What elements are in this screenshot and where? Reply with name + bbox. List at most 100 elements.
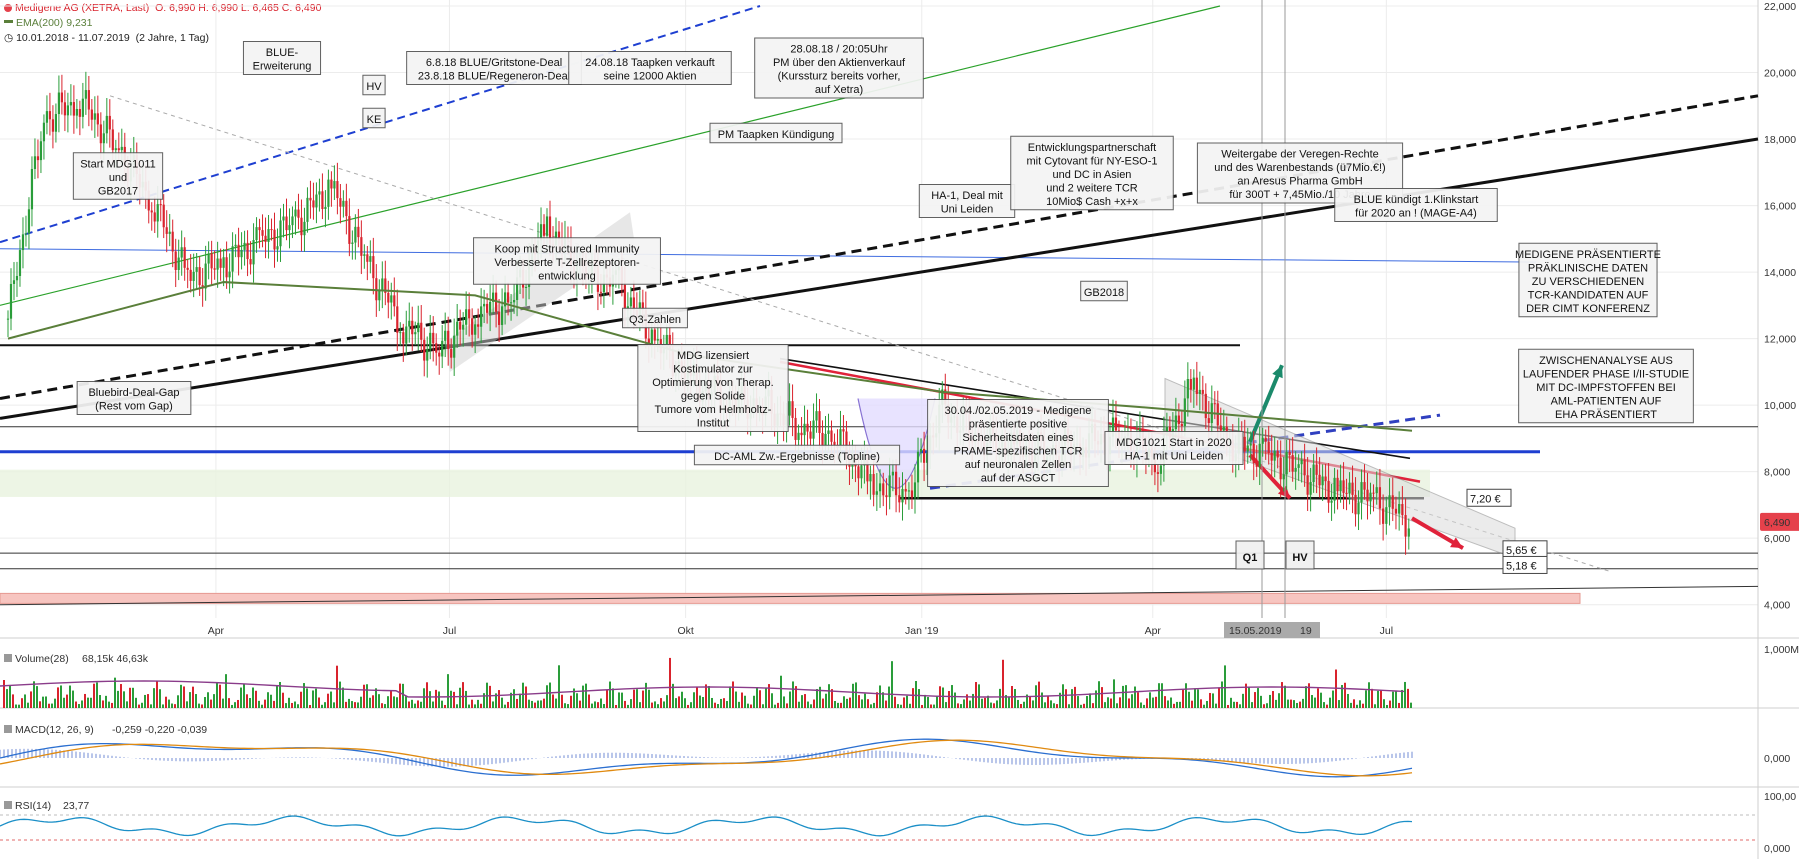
volume-bar: [150, 704, 152, 708]
price-candle: [72, 102, 75, 116]
volume-bar: [198, 703, 200, 708]
volume-bar: [1044, 702, 1046, 708]
volume-bar: [282, 692, 284, 708]
volume-bar: [531, 700, 533, 708]
volume-bar: [93, 683, 95, 708]
price-candle: [632, 297, 635, 311]
volume-bar: [309, 704, 311, 708]
price-candle: [839, 429, 842, 448]
volume-bar: [747, 703, 749, 708]
level-label: 5,18 €: [1506, 560, 1537, 572]
price-candle: [1360, 482, 1363, 503]
annotation-box: [1010, 135, 1174, 211]
volume-bar: [1086, 696, 1088, 708]
annotation-20: MDG1021 Start in 2020 HA-1 mit Uni Leiden: [1104, 431, 1244, 465]
price-candle: [120, 146, 123, 151]
volume-bar: [255, 690, 257, 708]
annotation-box: [242, 41, 322, 75]
volume-bar: [735, 691, 737, 708]
volume-bar: [1014, 689, 1016, 708]
price-candle: [512, 299, 516, 303]
price-candle: [57, 92, 61, 115]
range-row: ◷ 10.01.2018 - 11.07.2019 (2 Jahre, 1 Ta…: [4, 32, 209, 44]
volume-bar: [1224, 665, 1226, 708]
volume-bar: [699, 695, 701, 708]
price-candle: [1333, 477, 1336, 501]
x-tick-label: Okt: [677, 625, 693, 637]
annotation-text: PM Taapken Kündigung: [718, 129, 835, 141]
volume-bar: [1071, 689, 1073, 708]
long-trend-dashed: [0, 94, 1759, 400]
price-candle: [506, 292, 510, 303]
price-candle: [447, 330, 450, 350]
price-candle: [1382, 508, 1385, 524]
price-candle: [1213, 403, 1216, 405]
price-candle: [489, 301, 492, 313]
price-candle: [381, 278, 384, 290]
annotation-box: [1104, 431, 1244, 465]
volume-bar: [831, 689, 833, 708]
price-candle: [812, 420, 815, 439]
volume-bar: [243, 683, 245, 708]
price-candle: [791, 401, 794, 418]
price-candle: [1407, 528, 1410, 537]
y-tick-label: 12,000: [1764, 334, 1796, 346]
price-candle: [399, 332, 402, 334]
price-candle: [228, 271, 231, 278]
x-tick-label: Jul: [1380, 625, 1393, 637]
volume-bar: [489, 685, 491, 708]
volume-bar: [1245, 683, 1247, 708]
price-candle: [240, 249, 243, 258]
volume-bar: [123, 691, 125, 708]
volume-bar: [1323, 702, 1325, 708]
volume-bar: [27, 702, 29, 708]
volume-bar: [519, 693, 521, 708]
volume-bar: [1368, 682, 1370, 708]
volume-bar: [1182, 689, 1184, 708]
volume-bar: [459, 687, 461, 708]
volume-bar: [564, 703, 566, 708]
volume-bar: [1047, 695, 1049, 708]
volume-bar: [753, 695, 755, 708]
price-candle: [803, 423, 806, 436]
price-candle: [539, 224, 543, 241]
volume-bar: [1146, 698, 1148, 708]
price-candle: [1165, 426, 1168, 435]
lower-trend: [0, 585, 1759, 606]
price-candle: [387, 292, 390, 303]
price-candle: [186, 267, 189, 270]
annotation-2: KE: [362, 107, 386, 129]
volume-bar: [669, 657, 671, 708]
price-candle: [459, 321, 462, 330]
volume-bar: [948, 691, 950, 708]
volume-bar: [570, 695, 572, 708]
volume-bar: [921, 704, 923, 708]
price-candle: [904, 488, 907, 492]
annotation-21: Bluebird-Deal-Gap (Rest vom Gap): [76, 381, 192, 415]
price-candle: [860, 465, 863, 479]
volume-bar: [1254, 692, 1256, 708]
volume-bar: [1041, 692, 1043, 708]
volume-bar: [807, 701, 809, 708]
volume-bar: [852, 683, 854, 708]
annotation-text: auf der ASGCT: [981, 473, 1056, 485]
annotation-text: und DC in Asien: [1053, 169, 1132, 181]
price-candle: [90, 109, 93, 120]
price-candle: [869, 474, 872, 482]
volume-bar: [1089, 693, 1091, 708]
price-candle: [237, 244, 240, 258]
price-candle: [471, 318, 474, 335]
volume-bar: [1281, 682, 1283, 708]
price-candle: [878, 483, 882, 492]
volume-bar: [492, 701, 494, 708]
volume-bar: [261, 704, 263, 708]
volume-bar: [375, 688, 377, 708]
volume-bar: [1248, 686, 1250, 708]
volume-bar: [984, 697, 986, 708]
volume-bar: [858, 695, 860, 708]
annotation-text: AML-PATIENTEN AUF: [1551, 395, 1662, 407]
volume-bar: [1329, 697, 1331, 708]
ohlc-values: O: 6,990 H: 6,990 L: 6,465 C: 6,490: [155, 2, 322, 14]
